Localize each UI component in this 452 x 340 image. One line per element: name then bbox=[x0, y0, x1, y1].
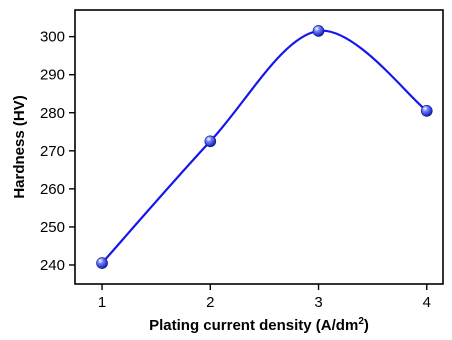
x-tick-label: 4 bbox=[423, 294, 431, 311]
x-axis-title-superscript: 2 bbox=[358, 316, 364, 327]
data-point bbox=[420, 105, 433, 117]
y-tick-label: 240 bbox=[40, 257, 65, 274]
x-axis-ticks: 1 2 3 4 bbox=[98, 284, 431, 311]
y-axis-ticks: 240 250 260 270 280 290 300 bbox=[40, 29, 75, 274]
x-axis-title: Plating current density (A/dm2) bbox=[149, 316, 369, 334]
x-tick-label: 3 bbox=[314, 294, 322, 311]
plot-frame bbox=[74, 9, 444, 285]
y-tick-label: 300 bbox=[40, 29, 65, 46]
axes bbox=[74, 9, 444, 285]
y-tick-label: 260 bbox=[40, 181, 65, 198]
data-point bbox=[312, 25, 325, 37]
x-tick-label: 2 bbox=[206, 294, 214, 311]
y-tick-label: 290 bbox=[40, 67, 65, 84]
y-tick-label: 250 bbox=[40, 219, 65, 236]
data-points bbox=[96, 25, 433, 269]
y-tick-label: 270 bbox=[40, 143, 65, 160]
y-tick-label: 280 bbox=[40, 105, 65, 122]
series-line bbox=[101, 29, 428, 264]
x-tick-label: 1 bbox=[98, 294, 106, 311]
data-point bbox=[204, 135, 217, 148]
data-point bbox=[96, 257, 108, 269]
y-axis-title: Hardness (HV) bbox=[11, 95, 28, 198]
